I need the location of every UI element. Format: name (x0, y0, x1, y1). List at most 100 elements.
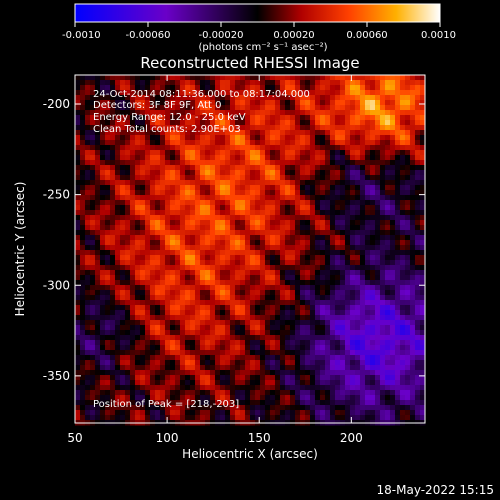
heatmap-cell (180, 355, 186, 361)
heatmap-cell (240, 125, 246, 131)
heatmap-cell (320, 175, 326, 181)
heatmap-cell (115, 255, 121, 261)
heatmap-cell (180, 225, 186, 231)
heatmap-cell (325, 340, 331, 346)
heatmap-cell (315, 260, 321, 266)
heatmap-cell (125, 120, 131, 126)
heatmap-cell (290, 300, 296, 306)
heatmap-cell (200, 340, 206, 346)
heatmap-cell (270, 365, 276, 371)
heatmap-cell (290, 355, 296, 361)
heatmap-cell (385, 160, 391, 166)
heatmap-cell (180, 395, 186, 401)
heatmap-cell (405, 400, 411, 406)
heatmap-cell (145, 310, 151, 316)
heatmap-cell (180, 145, 186, 151)
heatmap-cell (390, 125, 396, 131)
heatmap-cell (220, 205, 226, 211)
heatmap-cell (410, 305, 416, 311)
heatmap-cell (330, 210, 336, 216)
heatmap-cell (230, 380, 236, 386)
heatmap-cell (195, 260, 201, 266)
heatmap-cell (365, 340, 371, 346)
heatmap-cell (355, 400, 361, 406)
heatmap-cell (415, 285, 421, 291)
heatmap-cell (125, 195, 131, 201)
heatmap-cell (110, 195, 116, 201)
heatmap-cell (205, 375, 211, 381)
heatmap-cell (360, 335, 366, 341)
heatmap-cell (395, 270, 401, 276)
heatmap-cell (205, 325, 211, 331)
heatmap-cell (105, 220, 111, 226)
heatmap-cell (130, 120, 136, 126)
heatmap-cell (140, 225, 146, 231)
heatmap-cell (165, 215, 171, 221)
heatmap-cell (395, 355, 401, 361)
heatmap-cell (255, 200, 261, 206)
heatmap-cell (280, 240, 286, 246)
heatmap-cell (315, 400, 321, 406)
heatmap-cell (375, 100, 381, 106)
heatmap-cell (75, 235, 81, 241)
heatmap-cell (345, 390, 351, 396)
heatmap-cell (360, 390, 366, 396)
heatmap-cell (210, 415, 216, 421)
heatmap-cell (390, 220, 396, 226)
heatmap-cell (290, 180, 296, 186)
heatmap-cell (150, 320, 156, 326)
heatmap-cell (370, 105, 376, 111)
heatmap-cell (260, 395, 266, 401)
heatmap-cell (150, 120, 156, 126)
heatmap-cell (305, 390, 311, 396)
heatmap-cell (305, 355, 311, 361)
heatmap-cell (140, 310, 146, 316)
heatmap-cell (330, 125, 336, 131)
heatmap-cell (220, 170, 226, 176)
heatmap-cell (245, 255, 251, 261)
heatmap-cell (310, 255, 316, 261)
heatmap-cell (360, 215, 366, 221)
heatmap-cell (200, 400, 206, 406)
heatmap-cell (210, 190, 216, 196)
heatmap-cell (365, 320, 371, 326)
heatmap-cell (115, 325, 121, 331)
heatmap-cell (285, 155, 291, 161)
heatmap-cell (320, 275, 326, 281)
heatmap-cell (255, 115, 261, 121)
heatmap-cell (75, 160, 81, 166)
peak-position-label: Position of Peak = [218,-203] (93, 399, 239, 410)
heatmap-cell (240, 130, 246, 136)
heatmap-cell (335, 315, 341, 321)
heatmap-cell (255, 385, 261, 391)
heatmap-cell (120, 170, 126, 176)
heatmap-cell (230, 135, 236, 141)
heatmap-cell (200, 225, 206, 231)
heatmap-cell (420, 235, 426, 241)
heatmap-cell (250, 290, 256, 296)
heatmap-cell (125, 230, 131, 236)
heatmap-cell (260, 100, 266, 106)
heatmap-cell (80, 130, 86, 136)
heatmap-cell (80, 75, 86, 81)
heatmap-cell (90, 375, 96, 381)
heatmap-cell (370, 165, 376, 171)
heatmap-cell (145, 385, 151, 391)
heatmap-cell (155, 210, 161, 216)
heatmap-cell (235, 205, 241, 211)
heatmap-cell (375, 115, 381, 121)
heatmap-cell (165, 295, 171, 301)
heatmap-cell (150, 135, 156, 141)
heatmap-cell (330, 175, 336, 181)
heatmap-cell (110, 150, 116, 156)
heatmap-cell (105, 85, 111, 91)
heatmap-cell (350, 105, 356, 111)
heatmap-cell (220, 310, 226, 316)
heatmap-cell (255, 90, 261, 96)
heatmap-cell (230, 220, 236, 226)
heatmap-cell (405, 290, 411, 296)
heatmap-cell (265, 205, 271, 211)
heatmap-cell (135, 180, 141, 186)
heatmap-cell (375, 195, 381, 201)
